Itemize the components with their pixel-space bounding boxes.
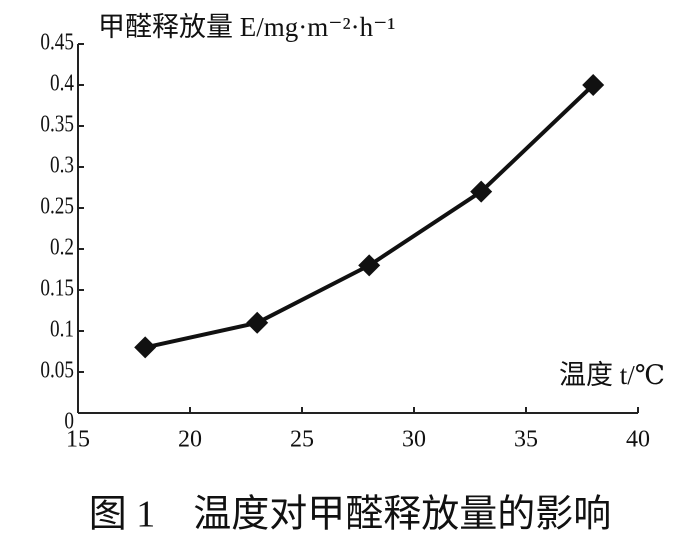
x-tick-label: 35: [514, 427, 538, 453]
y-tick-label: 0: [64, 408, 74, 435]
y-tick-label: 0.05: [40, 357, 74, 384]
marker: [246, 311, 269, 334]
marker: [134, 336, 157, 359]
y-tick-label: 0.2: [50, 234, 74, 261]
line: [144, 83, 595, 350]
y-tick-label: 0.45: [40, 29, 74, 56]
y-tick-label: 0.3: [50, 152, 74, 179]
chart-title: 图 1 温度对甲醛释放量的影响: [89, 494, 612, 536]
x-axis-label: 温度 t/℃: [559, 360, 665, 390]
x-tick-label: 30: [402, 427, 426, 453]
marker: [470, 180, 493, 203]
marker: [358, 254, 381, 277]
y-tick-label: 0.15: [40, 275, 74, 302]
y-tick-label: 0.4: [50, 70, 74, 97]
y-axis-label: 甲醛释放量 E/mg·m⁻²·h⁻¹: [98, 12, 395, 42]
x-tick-label: 20: [178, 427, 202, 453]
y-tick-label: 0.25: [40, 193, 74, 220]
marker: [582, 74, 605, 96]
x-tick-label: 15: [66, 427, 90, 453]
x-tick-label: 25: [290, 427, 314, 453]
y-tick-label: 0.35: [40, 111, 74, 138]
y-tick-label: 0.1: [50, 316, 74, 343]
x-tick-label: 40: [626, 427, 650, 453]
